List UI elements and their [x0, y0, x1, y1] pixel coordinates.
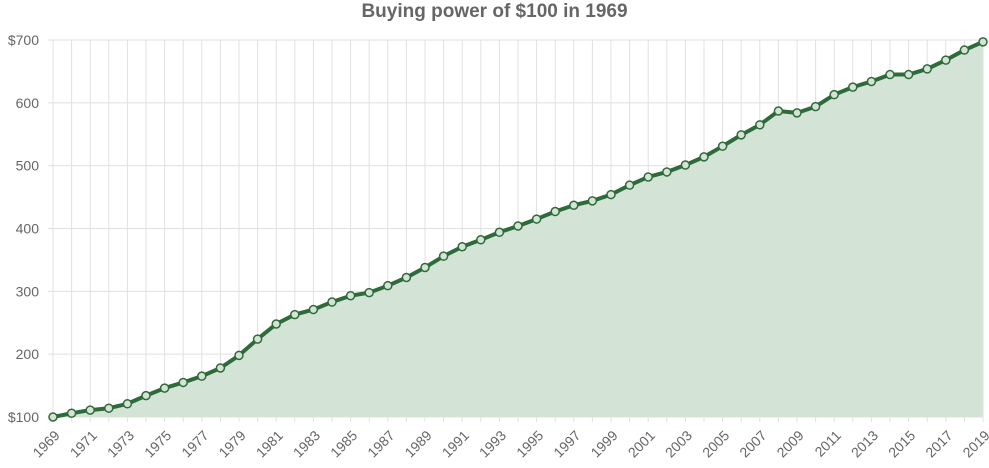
x-tick-label: 2015	[885, 427, 918, 460]
data-point[interactable]	[606, 189, 616, 200]
data-point[interactable]	[736, 130, 746, 140]
data-point[interactable]	[457, 241, 467, 252]
data-point[interactable]	[494, 227, 505, 238]
y-tick-label: 500	[16, 158, 40, 174]
data-point[interactable]	[476, 235, 486, 245]
x-tick-label: 1987	[364, 427, 397, 460]
x-tick-label: 1979	[215, 427, 248, 460]
data-point[interactable]	[755, 120, 765, 130]
x-tick-label: 2019	[959, 427, 989, 460]
data-point[interactable]	[290, 309, 300, 320]
x-tick-label: 1975	[141, 427, 174, 460]
x-axis-labels: 1969 1971 1973 1975 1977 1979 1981 1983 1985 1987…	[29, 427, 989, 460]
x-tick-label: 2017	[922, 427, 955, 460]
chart-title: Buying power of $100 in 1969	[361, 1, 628, 22]
y-tick-label: 600	[16, 95, 40, 111]
y-tick-label: 200	[16, 346, 40, 362]
data-point[interactable]	[104, 403, 114, 413]
data-point[interactable]	[810, 101, 821, 112]
data-point[interactable]	[327, 297, 337, 307]
data-point[interactable]	[438, 251, 449, 261]
y-tick-label: $700	[8, 32, 39, 48]
x-tick-label: 1985	[327, 427, 360, 460]
data-point[interactable]	[383, 280, 393, 291]
data-point[interactable]	[178, 377, 188, 388]
data-point[interactable]	[848, 82, 858, 92]
data-point[interactable]	[978, 37, 988, 47]
data-point[interactable]	[792, 108, 802, 118]
data-point[interactable]	[513, 221, 523, 231]
y-axis-labels: $100 200 300 400 500 600 $700	[8, 32, 39, 425]
data-point[interactable]	[271, 319, 281, 329]
x-tick-label: 1981	[253, 427, 286, 460]
data-point[interactable]	[66, 408, 77, 418]
x-tick-label: 2009	[773, 427, 806, 460]
data-point[interactable]	[866, 76, 877, 87]
data-point[interactable]	[401, 272, 412, 283]
data-point[interactable]	[680, 160, 691, 170]
x-tick-label: 1999	[587, 427, 620, 460]
data-point[interactable]	[587, 196, 598, 206]
x-tick-label: 1973	[104, 427, 137, 460]
data-point[interactable]	[234, 350, 244, 361]
x-tick-label: 1989	[401, 427, 434, 460]
data-point[interactable]	[420, 262, 430, 273]
data-point[interactable]	[773, 106, 784, 116]
x-tick-label: 2011	[811, 427, 844, 460]
data-point[interactable]	[345, 290, 356, 301]
data-point[interactable]	[159, 383, 170, 393]
data-point[interactable]	[197, 371, 207, 381]
x-tick-label: 1993	[476, 427, 509, 460]
data-point[interactable]	[699, 152, 709, 162]
data-point[interactable]	[85, 405, 95, 415]
data-point[interactable]	[829, 89, 839, 100]
x-tick-label: 2007	[736, 427, 769, 460]
data-point[interactable]	[364, 287, 374, 298]
data-point[interactable]	[885, 69, 895, 80]
data-point[interactable]	[717, 141, 728, 151]
data-point[interactable]	[662, 167, 672, 177]
data-point[interactable]	[550, 206, 560, 217]
data-point[interactable]	[941, 55, 951, 65]
y-tick-label: 300	[16, 283, 40, 299]
data-point[interactable]	[308, 304, 319, 315]
data-point[interactable]	[624, 180, 635, 190]
data-point[interactable]	[215, 363, 226, 373]
x-tick-label: 2001	[625, 427, 658, 460]
x-tick-label: 1969	[29, 427, 62, 460]
x-tick-label: 1983	[290, 427, 323, 460]
data-point[interactable]	[531, 214, 542, 224]
data-point[interactable]	[959, 45, 970, 55]
x-tick-label: 1991	[439, 427, 472, 460]
data-point[interactable]	[903, 69, 914, 80]
data-point[interactable]	[48, 412, 58, 422]
data-point[interactable]	[122, 399, 133, 409]
point-layer	[48, 37, 988, 422]
x-tick-label: 2005	[699, 427, 732, 460]
y-tick-label: 400	[16, 221, 40, 237]
data-point[interactable]	[141, 390, 151, 401]
data-point[interactable]	[922, 64, 932, 74]
data-point[interactable]	[252, 334, 263, 344]
x-tick-label: 2003	[662, 427, 695, 460]
y-tick-label: $100	[8, 409, 39, 425]
x-tick-label: 1995	[513, 427, 546, 460]
x-tick-label: 1977	[178, 427, 211, 460]
data-point[interactable]	[569, 200, 579, 211]
data-point[interactable]	[643, 172, 653, 182]
x-tick-label: 1971	[67, 427, 100, 460]
x-tick-label: 1997	[550, 427, 583, 460]
x-tick-label: 2013	[848, 427, 881, 460]
